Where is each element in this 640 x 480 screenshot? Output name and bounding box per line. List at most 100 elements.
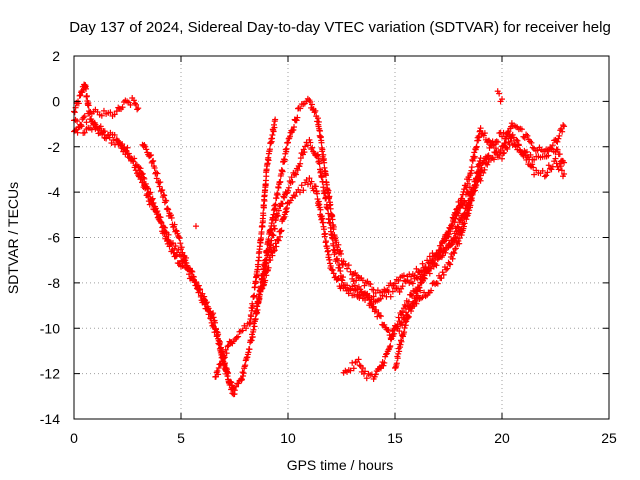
data-point xyxy=(317,127,324,134)
data-point xyxy=(214,368,221,375)
data-point xyxy=(131,164,138,171)
data-point xyxy=(452,245,459,252)
data-point xyxy=(356,292,363,299)
data-point xyxy=(321,190,328,197)
data-point xyxy=(176,235,183,242)
data-point xyxy=(544,147,551,154)
data-point xyxy=(476,175,483,182)
data-point xyxy=(274,191,281,198)
data-point xyxy=(399,308,406,315)
data-point xyxy=(530,164,537,171)
data-point xyxy=(504,145,511,152)
data-point xyxy=(470,155,477,162)
data-point xyxy=(443,266,450,273)
data-point xyxy=(148,152,155,159)
data-point xyxy=(401,316,408,323)
data-point xyxy=(457,217,464,224)
data-point xyxy=(285,139,291,146)
data-point xyxy=(413,265,420,272)
data-point xyxy=(273,243,280,250)
data-point xyxy=(276,233,283,240)
data-point xyxy=(250,326,257,333)
data-point xyxy=(425,267,432,274)
data-point xyxy=(506,131,513,138)
data-point xyxy=(291,124,298,131)
data-point xyxy=(251,323,258,330)
data-point xyxy=(541,173,548,180)
data-point xyxy=(158,219,165,226)
data-point xyxy=(136,170,143,177)
data-point xyxy=(386,332,393,339)
data-point xyxy=(405,298,412,305)
data-point xyxy=(367,300,374,307)
data-point xyxy=(147,195,154,202)
data-point xyxy=(347,367,354,374)
data-point xyxy=(302,143,309,150)
data-point xyxy=(450,249,457,256)
data-point xyxy=(561,170,568,177)
data-point xyxy=(456,240,463,247)
data-point xyxy=(292,193,299,200)
data-point xyxy=(168,212,175,219)
data-point xyxy=(518,126,525,133)
x-tick-label: 20 xyxy=(494,430,510,446)
data-point xyxy=(279,168,286,175)
data-point xyxy=(189,268,196,275)
data-point xyxy=(326,193,333,200)
data-point xyxy=(474,176,481,183)
data-point xyxy=(426,270,433,277)
data-point xyxy=(419,260,426,267)
chart-title: Day 137 of 2024, Sidereal Day-to-day VTE… xyxy=(69,19,611,36)
data-point xyxy=(224,369,231,376)
data-point xyxy=(200,296,207,303)
x-tick-label: 10 xyxy=(280,430,296,446)
data-point xyxy=(334,275,341,282)
data-point xyxy=(157,179,164,186)
data-point xyxy=(281,156,288,163)
data-point xyxy=(403,312,410,319)
data-point xyxy=(454,209,461,216)
data-point xyxy=(133,101,140,108)
data-point xyxy=(353,277,360,284)
data-point xyxy=(249,302,256,309)
data-point xyxy=(165,206,172,213)
data-point xyxy=(98,112,105,119)
data-point xyxy=(327,219,334,226)
data-point xyxy=(254,272,261,279)
data-point xyxy=(296,189,303,196)
data-point xyxy=(172,253,179,260)
data-point xyxy=(283,145,290,152)
data-point xyxy=(399,283,406,290)
data-point xyxy=(159,187,166,194)
data-point xyxy=(319,173,326,180)
data-point xyxy=(88,126,95,133)
data-point xyxy=(560,122,567,129)
data-point xyxy=(270,248,277,255)
data-point xyxy=(370,293,377,300)
data-point xyxy=(123,147,130,154)
x-tick-label: 5 xyxy=(177,430,185,446)
data-point xyxy=(433,251,440,258)
data-point xyxy=(168,214,175,221)
data-point xyxy=(368,296,375,303)
data-point xyxy=(207,315,214,322)
data-point xyxy=(468,164,475,171)
data-point xyxy=(100,107,107,114)
data-point xyxy=(493,138,500,145)
data-point xyxy=(163,197,170,204)
data-point xyxy=(529,144,536,151)
data-point xyxy=(142,184,149,191)
data-point xyxy=(323,195,330,202)
data-point xyxy=(163,233,170,240)
data-point xyxy=(207,315,214,322)
y-tick-label: -4 xyxy=(48,184,61,200)
data-point xyxy=(549,142,556,149)
data-point xyxy=(308,178,315,185)
data-point xyxy=(416,284,423,291)
data-point xyxy=(417,287,424,294)
data-point xyxy=(399,321,406,328)
data-point xyxy=(269,132,276,139)
data-point xyxy=(153,208,160,215)
data-point xyxy=(274,212,281,219)
data-point xyxy=(161,224,168,231)
